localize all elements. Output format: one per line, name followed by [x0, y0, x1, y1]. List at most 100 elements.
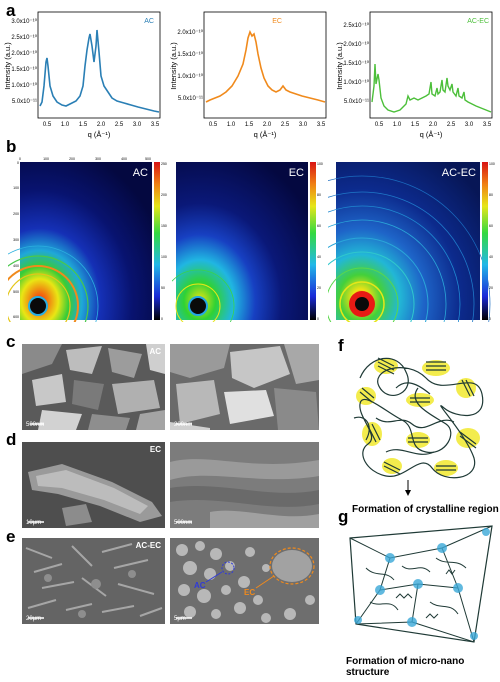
svg-text:80: 80 [489, 193, 493, 197]
x-tick: 2.0 [97, 122, 106, 128]
colorbar-ticks: 250 200 150 100 50 0 [161, 162, 167, 321]
x-tick: 0.5 [43, 122, 52, 128]
saxs-pattern-ac: 250 200 150 100 50 0 0 100 200 300 400 5… [8, 154, 170, 322]
scale-bar-label: 500nm [174, 520, 193, 526]
scale-bar-label: 20μm [26, 616, 42, 622]
y-tick: 5.0x10⁻¹¹ [12, 99, 37, 105]
saxs-pattern-ec: 100 80 60 40 20 0 EC [172, 154, 324, 322]
y-tick: 3.0x10⁻¹⁰ [11, 18, 37, 25]
svg-text:200: 200 [13, 212, 19, 216]
sem-label-acec: AC-EC [135, 541, 161, 550]
x-tick-labels: 0.5 1.0 1.5 2.0 2.5 3.0 3.5 [209, 122, 326, 128]
x-tick: 3.0 [133, 122, 142, 128]
sem-image-ec-low: EC 10μm [22, 442, 165, 528]
y-tick: 1.5x10⁻¹⁰ [11, 66, 37, 73]
x-tick: 1.0 [227, 122, 236, 128]
y-tick-labels: 5.0x10⁻¹¹ 1.0x10⁻¹⁰ 1.5x10⁻¹⁰ 2.0x10⁻¹⁰ … [11, 18, 37, 105]
xrd-chart-ec-svg: EC 5.0x10⁻¹¹ 1.0x10⁻¹⁰ 1.5x10⁻¹⁰ 2.0x10⁻… [170, 11, 327, 139]
svg-text:150: 150 [161, 224, 167, 228]
y-tick: 2.5x10⁻¹⁰ [11, 34, 37, 41]
sem-label-ec: EC [149, 445, 161, 454]
series-line-acec [371, 63, 492, 113]
saxs-pattern-ac-svg: 250 200 150 100 50 0 0 100 200 300 400 5… [8, 157, 167, 322]
caption-crystalline-region: Formation of crystalline region [352, 504, 499, 515]
svg-text:40: 40 [317, 255, 321, 259]
scale-bar-label: 10μm [26, 520, 42, 526]
scale-bar-label: 200nm [174, 422, 193, 428]
x-tick: 2.0 [263, 122, 272, 128]
x-tick: 2.5 [115, 122, 124, 128]
x-tick-labels: 0.5 1.0 1.5 2.0 2.5 3.0 3.5 [375, 122, 492, 128]
scale-bar-label: 5μm [174, 616, 186, 622]
panel-label-c: c [6, 332, 16, 351]
svg-text:60: 60 [317, 224, 321, 228]
svg-text:20: 20 [317, 286, 321, 290]
y-tick: 1.5x10⁻¹⁰ [177, 51, 203, 58]
y-axis-label: Intensity (a.u.) [336, 42, 344, 90]
x-tick: 2.5 [447, 122, 456, 128]
legend-ac: AC [144, 18, 154, 25]
panel-label-e: e [6, 527, 16, 546]
svg-text:400: 400 [121, 157, 127, 161]
legend-acec: AC-EC [467, 18, 489, 25]
y-tick: 5.0x10⁻¹¹ [178, 96, 203, 102]
y-tick: 1.0x10⁻¹⁰ [343, 79, 369, 86]
y-tick: 2.0x10⁻¹⁰ [177, 29, 203, 36]
plot-frame [203, 11, 327, 119]
svg-text:0: 0 [19, 157, 21, 161]
plot-frame [37, 11, 161, 119]
x-axis-label: q (Å⁻¹) [88, 130, 111, 139]
schematic-crystalline-region [346, 348, 494, 500]
panel-label-g: g [338, 507, 349, 526]
saxs-pattern-ec-svg: 100 80 60 40 20 0 EC [172, 162, 323, 322]
xrd-chart-ec: EC 5.0x10⁻¹¹ 1.0x10⁻¹⁰ 1.5x10⁻¹⁰ 2.0x10⁻… [170, 6, 330, 144]
colorbar-ticks: 100 80 60 40 20 0 [489, 162, 495, 321]
diffraction-rings [172, 269, 235, 322]
sample-label-ac: AC [133, 167, 148, 179]
panel-label-a: a [6, 1, 16, 20]
diffraction-rings [8, 245, 99, 322]
sem-image-ac-high: 200nm [170, 344, 319, 430]
x-axis-label: q (Å⁻¹) [420, 130, 443, 139]
x-tick: 2.5 [281, 122, 290, 128]
left-axis-ticks: 0 100 200 300 400 500 600 [13, 161, 19, 319]
saxs-pattern-acec: 100 80 60 40 20 0 AC-EC [328, 154, 496, 322]
svg-text:100: 100 [317, 162, 323, 166]
svg-text:100: 100 [489, 162, 495, 166]
colorbar [482, 162, 488, 320]
y-tick: 1.5x10⁻¹⁰ [343, 60, 369, 67]
x-tick: 3.5 [151, 122, 160, 128]
y-tick: 2.0x10⁻¹⁰ [11, 50, 37, 57]
svg-text:50: 50 [161, 286, 165, 290]
x-tick: 3.5 [483, 122, 492, 128]
x-axis-label: q (Å⁻¹) [254, 130, 277, 139]
x-tick: 0.5 [209, 122, 218, 128]
svg-text:100: 100 [43, 157, 49, 161]
x-tick: 1.5 [245, 122, 254, 128]
scale-bar-label: 500nm [26, 422, 45, 428]
sample-label-ec: EC [289, 167, 304, 179]
svg-text:400: 400 [13, 264, 19, 268]
x-tick: 0.5 [375, 122, 384, 128]
svg-text:80: 80 [317, 193, 321, 197]
colorbar-ticks: 100 80 60 40 20 0 [317, 162, 323, 321]
x-tick-labels: 0.5 1.0 1.5 2.0 2.5 3.0 3.5 [43, 122, 160, 128]
x-tick: 1.5 [79, 122, 88, 128]
sem-label-ac: AC [149, 347, 161, 356]
y-tick: 1.0x10⁻¹⁰ [11, 82, 37, 89]
detector-image [176, 162, 308, 320]
y-axis-label: Intensity (a.u.) [170, 42, 178, 90]
x-tick: 2.0 [429, 122, 438, 128]
sample-label-acec: AC-EC [442, 167, 476, 179]
xrd-chart-ac: AC 5.0x10⁻¹¹ 1.0x10⁻¹⁰ 1.5x10⁻¹⁰ 2.0x10⁻… [4, 6, 164, 144]
sem-image-acec-high: AC EC 5μm [170, 538, 319, 624]
xrd-chart-acec: AC-EC 5.0x10⁻¹¹ 1.0x10⁻¹⁰ 1.5x10⁻¹⁰ 2.0x… [336, 6, 496, 144]
x-tick: 1.0 [393, 122, 402, 128]
x-tick: 3.5 [317, 122, 326, 128]
svg-text:200: 200 [161, 193, 167, 197]
y-tick: 5.0x10⁻¹¹ [344, 99, 369, 105]
legend-ec: EC [272, 18, 282, 25]
x-tick: 3.0 [465, 122, 474, 128]
panel-label-f: f [338, 336, 344, 355]
saxs-pattern-acec-svg: 100 80 60 40 20 0 AC-EC [328, 162, 495, 322]
